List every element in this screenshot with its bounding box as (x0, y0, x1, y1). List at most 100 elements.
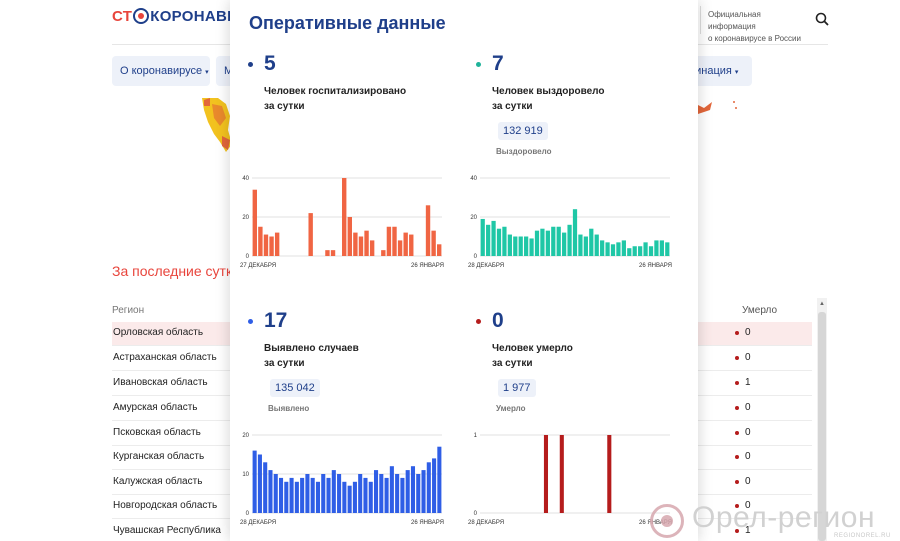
died-value: 0 (745, 500, 751, 511)
card-died: 0 Человек умерло за сутки 1 977 Умерло 0… (458, 257, 678, 526)
death-dot-icon (735, 529, 739, 533)
bar (578, 234, 583, 256)
death-dot-icon (735, 455, 739, 459)
bar (364, 230, 369, 256)
watermark-logo-icon (650, 504, 684, 538)
bullet-icon (476, 319, 481, 324)
nav-about[interactable]: О коронавирусе ▾ (112, 56, 210, 86)
bar (321, 474, 326, 513)
watermark: Орел-регион REGIONOREL.RU (648, 500, 900, 541)
detected-total: 135 042 (270, 379, 320, 397)
died-value: 0 (745, 402, 751, 413)
died-desc: Человек умерло за сутки (492, 341, 662, 371)
bar (368, 481, 373, 513)
y-tick-label: 0 (474, 511, 478, 517)
bar (556, 226, 561, 256)
bar (616, 242, 621, 256)
bar (502, 226, 507, 256)
logo-circle-icon (133, 8, 150, 24)
bar (545, 230, 550, 256)
bar (437, 244, 442, 256)
death-dot-icon (735, 356, 739, 360)
recovered-chart: 0 20 40 28 ДЕКАБРЯ 26 ЯНВАРЯ (468, 176, 672, 269)
nav-item-2-label: М (224, 65, 234, 77)
bar (342, 178, 347, 256)
scroll-up-icon[interactable]: ▲ (819, 301, 825, 307)
y-tick-label: 0 (246, 254, 250, 260)
bar (315, 481, 321, 513)
bar (363, 477, 368, 513)
hospitalized-desc: Человек госпитализировано за сутки (264, 84, 434, 114)
search-icon[interactable] (815, 12, 829, 26)
bar (621, 240, 626, 256)
recovered-total: 132 919 (498, 122, 548, 140)
column-header-died[interactable]: Умерло (742, 305, 778, 316)
desc-line-2: за сутки (492, 358, 533, 369)
bar (405, 470, 410, 513)
bar (600, 240, 605, 256)
bar (513, 236, 518, 256)
died-value: 1 (745, 377, 751, 388)
bar (347, 217, 352, 256)
bar (274, 232, 280, 256)
bar (392, 226, 397, 256)
table-row[interactable]: Чувашская Республика 1 (112, 520, 812, 541)
region-name: Астраханская область (113, 352, 217, 363)
official-info-text: Официальная информация о коронавирусе в … (708, 9, 808, 45)
bar (421, 470, 426, 513)
bar (425, 205, 431, 256)
bar (325, 250, 330, 256)
region-name: Чувашская Республика (113, 525, 221, 536)
bar (358, 474, 363, 513)
death-dot-icon (735, 431, 739, 435)
scrollbar-thumb[interactable] (818, 312, 826, 541)
bar (403, 232, 408, 256)
bar (559, 435, 564, 513)
bar (562, 232, 567, 256)
bar (572, 209, 578, 256)
bar (386, 226, 392, 256)
chevron-down-icon: ▾ (734, 69, 739, 76)
recovered-desc: Человек выздоровело за сутки (492, 84, 662, 114)
desc-line-2: за сутки (492, 101, 533, 112)
bar (300, 477, 305, 513)
bar (284, 481, 289, 513)
bar (534, 230, 540, 256)
bar (594, 234, 599, 256)
bar (278, 477, 284, 513)
died-value-big: 0 (492, 309, 504, 332)
bar (381, 250, 386, 256)
site-logo[interactable]: СТ КОРОНАВИ (112, 8, 238, 25)
region-name: Курганская область (113, 451, 205, 462)
table-scrollbar[interactable]: ▲ (817, 298, 827, 541)
bar (379, 474, 384, 513)
bar (486, 224, 491, 256)
recovered-total-label: Выздоровело (496, 147, 552, 156)
bar (648, 246, 654, 256)
x-tick-label: 28 ДЕКАБРЯ (468, 520, 504, 526)
y-tick-label: 1 (474, 433, 478, 439)
card-recovered: 7 Человек выздоровело за сутки 132 919 В… (458, 0, 678, 269)
bar (352, 481, 357, 513)
region-name: Амурская область (113, 402, 198, 413)
bar (416, 474, 421, 513)
bar (373, 470, 379, 513)
bar (269, 236, 274, 256)
bar (369, 240, 375, 256)
bar (491, 220, 496, 256)
bar (518, 236, 523, 256)
bar (643, 242, 648, 256)
card-hospitalized: 5 Человек госпитализировано за сутки 0 20… (230, 0, 450, 269)
bar (507, 234, 512, 256)
bar (480, 218, 485, 256)
official-line-1: Официальная информация (708, 10, 761, 31)
card-detected: 17 Выявлено случаев за сутки 135 042 Выя… (230, 257, 450, 526)
column-header-region[interactable]: Регион (112, 305, 145, 316)
detected-value: 17 (264, 309, 288, 332)
bar (431, 230, 436, 256)
bar (540, 228, 545, 256)
death-dot-icon (735, 480, 739, 484)
bar (268, 470, 273, 513)
bar (263, 234, 269, 256)
y-tick-label: 20 (470, 215, 477, 221)
